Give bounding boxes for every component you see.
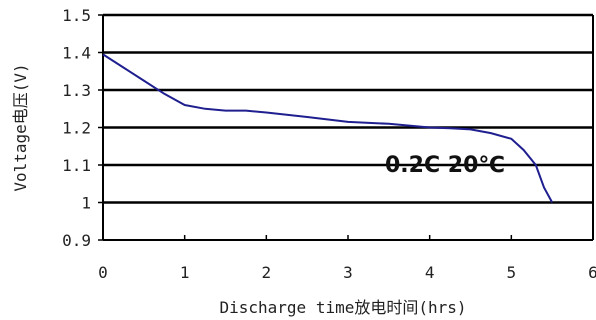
x-tick-label: 6 (588, 263, 596, 282)
x-tick-label: 4 (425, 263, 435, 282)
y-tick-label: 0.9 (62, 231, 91, 250)
series (102, 53, 554, 203)
series-line (102, 53, 554, 203)
gridlines (103, 13, 593, 204)
x-tick-label: 5 (507, 263, 517, 282)
x-tick-label: 2 (262, 263, 272, 282)
ticks: 0.9 1 1.1 1.2 1.3 1.4 1.5 0 1 2 3 4 5 6 (62, 6, 596, 282)
x-tick-label: 1 (180, 263, 190, 282)
x-axis-title: Discharge time放电时间(hrs) (219, 298, 466, 317)
annotation-label: 0.2C 20℃ (385, 153, 505, 178)
y-tick-label: 1.2 (62, 119, 91, 138)
x-tick-label: 3 (343, 263, 353, 282)
y-axis-title: Voltage电压(V) (11, 63, 30, 191)
y-tick-label: 1.1 (62, 156, 91, 175)
x-tick-label: 0 (98, 263, 108, 282)
y-tick-label: 1.5 (62, 6, 91, 25)
y-tick-label: 1 (81, 194, 91, 213)
y-tick-label: 1.4 (62, 44, 91, 63)
y-tick-label: 1.3 (62, 81, 91, 100)
